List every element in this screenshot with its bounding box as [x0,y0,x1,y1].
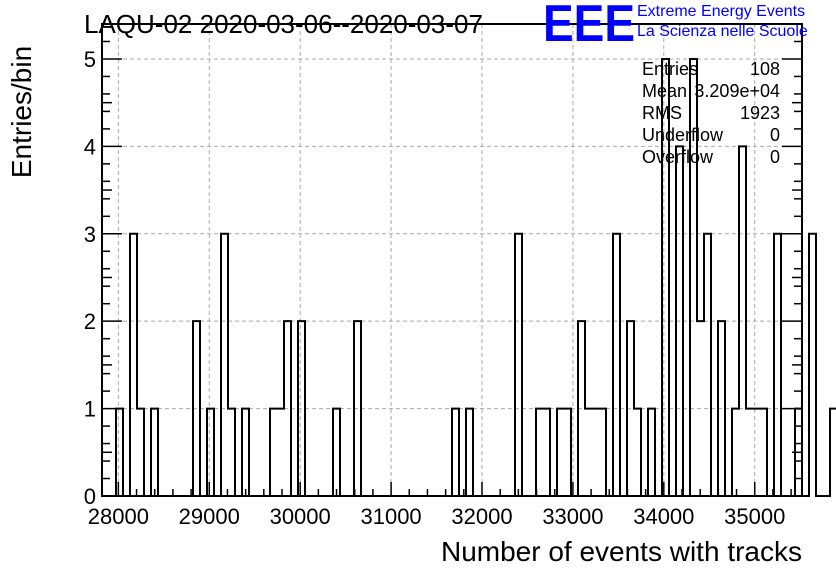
x-tick-label: 28000 [88,504,149,529]
x-tick-label: 30000 [270,504,331,529]
y-tick-label: 2 [84,309,96,334]
y-tick-label: 4 [84,134,96,159]
y-tick-label: 0 [84,484,96,509]
chart-title: LAQU-02 2020-03-06--2020-03-07 [84,9,483,39]
stats-box: Entries 108 Mean 3.209e+04 RMS 1923 Unde… [642,58,780,168]
x-tick-label: 33000 [542,504,603,529]
stats-label: RMS [642,103,682,123]
stats-label: Mean [642,81,688,101]
stats-value: 0 [769,125,780,145]
x-tick-label: 32000 [451,504,512,529]
y-axis-label: Entries/bin [6,45,37,179]
y-tick-label: 1 [84,397,96,422]
x-tick-label: 31000 [360,504,421,529]
y-tick-label: 3 [84,222,96,247]
axis-ticks [102,23,802,497]
stats-value: 3.209e+04 [694,81,780,101]
x-axis-label: Number of events with tracks [440,536,802,567]
x-tick-label: 29000 [179,504,240,529]
y-tick-label: 5 [84,47,96,72]
stats-value: 1923 [739,103,780,123]
stats-value: 0 [769,147,780,167]
logo-line-2: La Scienza nelle Scuole [637,23,808,40]
stats-row-mean: Mean 3.209e+04 [642,80,780,102]
eee-logo: EEE [543,2,635,44]
x-tick-label: 35000 [724,504,785,529]
plot-frame [101,23,803,497]
stats-row-underflow: Underflow 0 [642,124,780,146]
tick-labels: 28000 29000 30000 31000 32000 33000 34000 35000… [84,47,786,529]
stats-row-overflow: Overflow 0 [642,146,780,168]
stats-value: 108 [749,59,780,79]
svg-text:EEE: EEE [543,2,635,44]
stats-label: Underflow [642,125,724,145]
logo-line-1: Extreme Energy Events [637,3,806,20]
stats-label: Entries [642,59,699,79]
stats-label: Overflow [642,147,714,167]
stats-row-rms: RMS 1923 [642,102,780,124]
x-tick-label: 34000 [633,504,694,529]
stats-row-entries: Entries 108 [642,58,780,80]
